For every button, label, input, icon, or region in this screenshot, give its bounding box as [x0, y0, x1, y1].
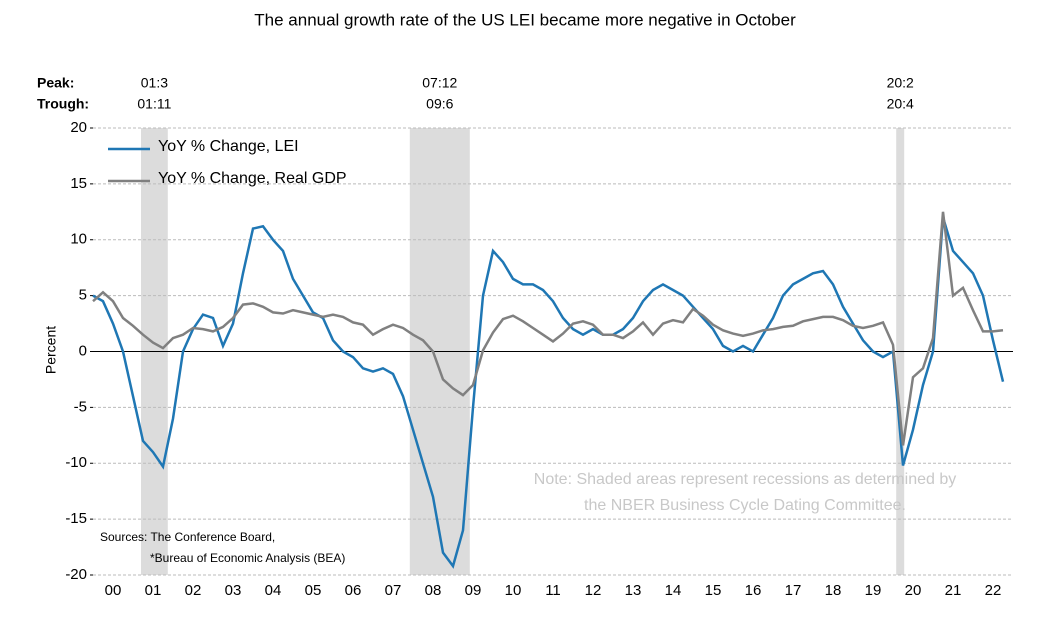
peak-date: 20:2 [887, 75, 914, 91]
x-tick-label: 08 [425, 582, 442, 599]
sources: *Bureau of Economic Analysis (BEA) [150, 551, 345, 565]
y-tick-label: -10 [65, 454, 87, 471]
x-tick-label: 19 [865, 582, 882, 599]
sources: Sources: The Conference Board, [100, 530, 275, 544]
y-tick-label: 20 [70, 119, 87, 136]
x-tick-label: 20 [905, 582, 922, 599]
note: the NBER Business Cycle Dating Committee… [584, 497, 906, 514]
peak-date: 07:12 [422, 75, 457, 91]
trough-date: 20:4 [887, 96, 914, 112]
trough-date: 09:6 [426, 96, 453, 112]
x-tick-label: 16 [745, 582, 762, 599]
trough-label: Trough: [37, 96, 89, 112]
y-tick-label: 5 [79, 287, 87, 304]
x-tick-label: 05 [305, 582, 322, 599]
x-tick-label: 15 [705, 582, 722, 599]
x-tick-label: 01 [145, 582, 162, 599]
series-line [92, 211, 1004, 446]
trough-date: 01:11 [137, 96, 171, 112]
series-line [92, 217, 1005, 569]
x-tick-label: 22 [985, 582, 1002, 599]
y-tick-label: 10 [70, 231, 87, 248]
legend-label: YoY % Change, Real GDP [158, 170, 347, 187]
legend-label: YoY % Change, LEI [158, 138, 299, 155]
y-tick-label: -15 [65, 510, 87, 527]
x-tick-label: 07 [385, 582, 402, 599]
note: Note: Shaded areas represent recessions … [534, 471, 956, 488]
y-tick-label: -20 [65, 566, 87, 583]
x-tick-label: 13 [625, 582, 642, 599]
y-tick-label: -5 [74, 398, 87, 415]
x-tick-label: 14 [665, 582, 682, 599]
y-tick-label: 0 [79, 342, 87, 359]
x-tick-label: 12 [585, 582, 602, 599]
x-tick-label: 02 [185, 582, 202, 599]
x-tick-label: 09 [465, 582, 482, 599]
x-tick-label: 21 [945, 582, 962, 599]
x-tick-label: 18 [825, 582, 842, 599]
x-tick-label: 00 [105, 582, 122, 599]
x-tick-label: 06 [345, 582, 362, 599]
x-tick-label: 04 [265, 582, 282, 599]
y-axis-label: Percent [43, 326, 59, 374]
peak-label: Peak: [37, 75, 74, 91]
x-tick-label: 17 [785, 582, 802, 599]
y-tick-label: 15 [70, 175, 87, 192]
x-tick-label: 11 [545, 582, 561, 599]
chart-title: The annual growth rate of the US LEI bec… [254, 10, 796, 29]
peak-date: 01:3 [141, 75, 168, 91]
x-tick-label: 03 [225, 582, 242, 599]
x-tick-label: 10 [505, 582, 522, 599]
